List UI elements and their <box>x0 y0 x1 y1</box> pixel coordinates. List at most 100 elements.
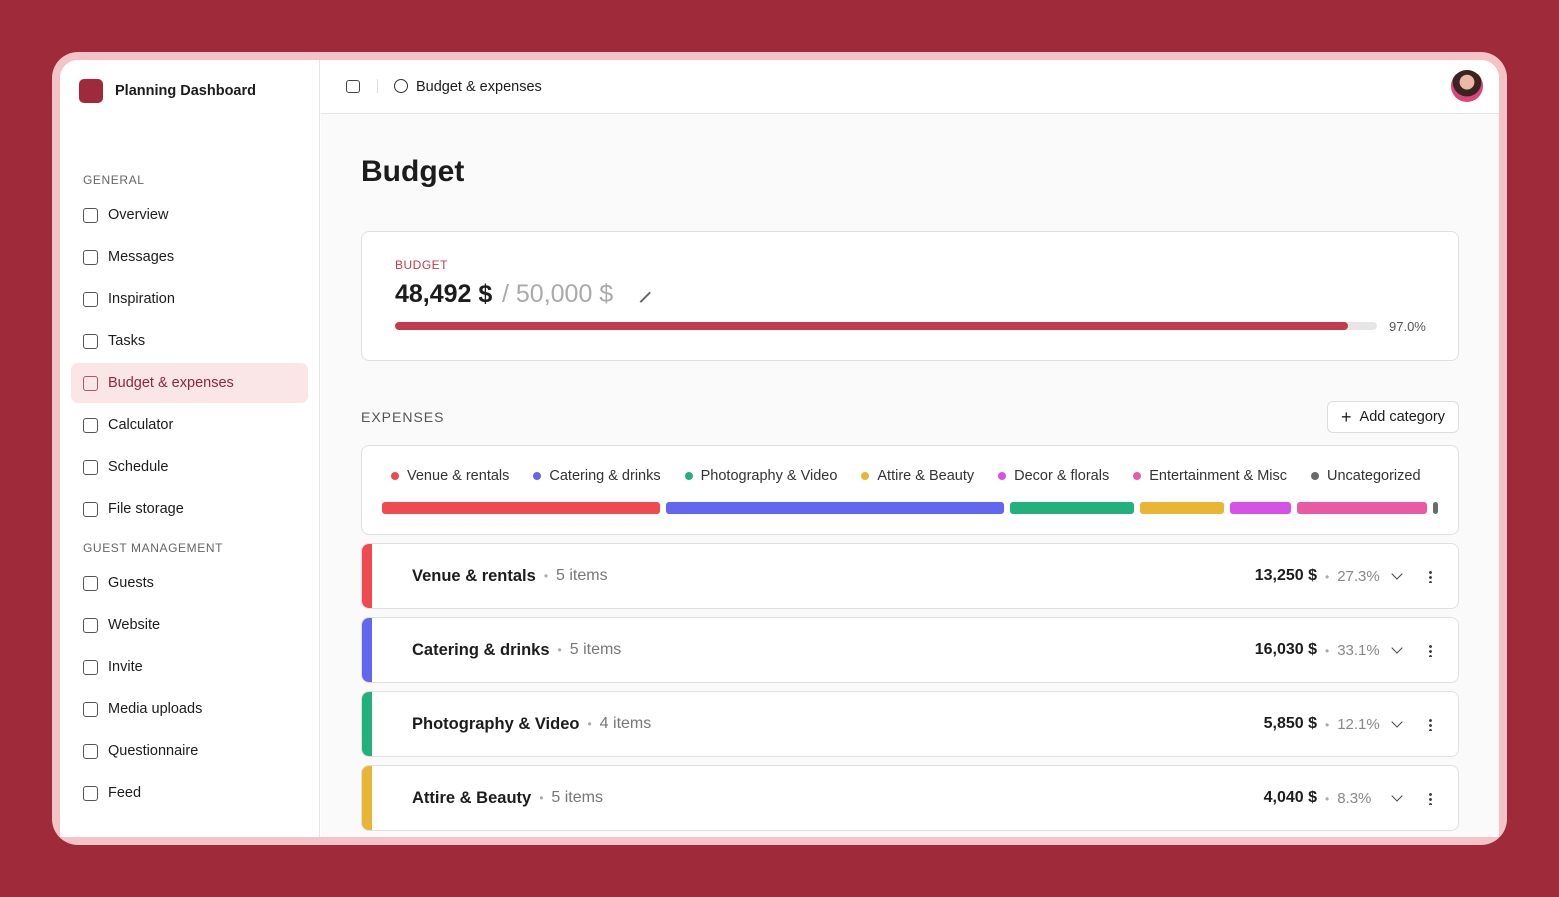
nav-icon <box>83 743 98 759</box>
sidebar: Planning Dashboard GENERAL Overview Messag… <box>60 60 320 837</box>
row-share: 12.1% <box>1317 716 1380 733</box>
legend-dot <box>1311 472 1320 480</box>
page-title: Budget <box>361 155 465 188</box>
legend-item[interactable]: Decor & florals <box>998 468 1109 484</box>
legend-item[interactable]: Catering & drinks <box>533 468 661 484</box>
nav-item[interactable]: Calculator <box>71 405 308 445</box>
progress-fill <box>395 322 1348 330</box>
budget-card: BUDGET 48,492 $ / 50,000 $ 97.0% <box>361 231 1459 361</box>
breadcrumb-icon <box>394 79 408 93</box>
legend-label: Venue & rentals <box>407 468 510 484</box>
row-name: Attire & Beauty <box>412 788 532 807</box>
button-label: Add category <box>1359 409 1445 425</box>
breadcrumb[interactable]: Budget & expenses <box>416 79 542 95</box>
row-color <box>362 618 372 682</box>
avatar[interactable] <box>1451 70 1483 102</box>
more-button[interactable] <box>1429 717 1432 731</box>
legend-label: Photography & Video <box>700 468 838 484</box>
edit-icon[interactable] <box>631 283 651 303</box>
legend-item[interactable]: Photography & Video <box>684 468 838 484</box>
sidebar-toggle[interactable] <box>346 80 360 93</box>
more-button[interactable] <box>1429 569 1432 583</box>
nav-icon <box>83 333 98 349</box>
expense-row[interactable]: Catering & drinks5 items 16,030 $33.1% <box>361 617 1459 683</box>
nav-label: Schedule <box>108 459 169 475</box>
nav-icon <box>83 375 98 391</box>
nav-item[interactable]: Questionnaire <box>71 731 308 771</box>
nav-item[interactable]: Budget & expenses <box>71 363 308 403</box>
expand-button[interactable] <box>1391 790 1403 802</box>
legend-label: Attire & Beauty <box>877 468 975 484</box>
app-name: Planning Dashboard <box>115 83 256 99</box>
legend-label: Catering & drinks <box>549 468 661 484</box>
section-header[interactable]: GENERAL <box>83 173 145 187</box>
row-count: 5 items <box>550 641 622 659</box>
legend-dot <box>684 472 693 480</box>
more-button[interactable] <box>1429 643 1432 657</box>
nav-item[interactable]: Website <box>71 605 308 645</box>
nav-item[interactable]: Guests <box>71 563 308 603</box>
nav-item[interactable]: Messages <box>71 237 308 277</box>
nav-icon <box>83 501 98 517</box>
nav-icon <box>83 575 98 591</box>
nav-icon <box>83 417 98 433</box>
row-share: 8.3% <box>1317 790 1379 807</box>
expand-button[interactable] <box>1391 568 1403 580</box>
nav-item[interactable]: Tasks <box>71 321 308 361</box>
legend-label: Entertainment & Misc <box>1149 468 1288 484</box>
segment <box>1432 502 1438 514</box>
section-header[interactable]: GUEST MANAGEMENT <box>83 541 224 555</box>
topbar[interactable]: Budget & expenses <box>321 60 1499 114</box>
expense-row[interactable]: Attire & Beauty5 items 4,040 $8.3% <box>361 765 1459 831</box>
legend: Venue & rentals Catering & drinks Photogra… <box>391 468 1421 484</box>
legend-item[interactable]: Attire & Beauty <box>861 468 974 484</box>
nav-item[interactable]: File storage <box>71 489 308 529</box>
row-amount: 16,030 $ <box>1254 641 1317 658</box>
legend-item[interactable]: Entertainment & Misc <box>1133 468 1287 484</box>
nav-item[interactable]: Invite <box>71 647 308 687</box>
nav-item[interactable]: Feed <box>71 773 308 813</box>
more-button[interactable] <box>1429 791 1432 805</box>
nav-icon <box>83 291 98 307</box>
segment <box>1297 502 1427 514</box>
nav-label: Media uploads <box>108 701 203 717</box>
nav-icon <box>83 701 98 717</box>
nav-item[interactable]: Schedule <box>71 447 308 487</box>
expense-row[interactable]: Venue & rentals5 items 13,250 $27.3% <box>361 543 1459 609</box>
nav-item[interactable]: Overview <box>71 195 308 235</box>
nav-icon <box>83 207 98 223</box>
expand-button[interactable] <box>1391 716 1403 728</box>
nav-icon <box>83 659 98 675</box>
row-name: Venue & rentals <box>412 566 536 585</box>
nav-label: Website <box>108 617 161 633</box>
row-count: 5 items <box>531 789 603 807</box>
nav-icon <box>83 617 98 633</box>
main: Budget & expenses Budget BUDGET 48,492 $… <box>321 60 1499 837</box>
progress-track <box>395 322 1377 330</box>
nav-item[interactable]: Media uploads <box>71 689 308 729</box>
nav-label: Guests <box>108 575 154 591</box>
nav-label: Feed <box>108 785 142 801</box>
legend-dot <box>533 472 542 480</box>
segment <box>1010 502 1134 514</box>
budget-spent: 48,492 $ <box>395 280 493 308</box>
breakdown-card: Venue & rentals Catering & drinks Photogra… <box>361 445 1459 535</box>
nav-label: Budget & expenses <box>108 375 234 391</box>
row-color <box>362 692 372 756</box>
row-amount: 5,850 $ <box>1263 715 1317 732</box>
progress-label: 97.0% <box>1389 319 1426 334</box>
legend-dot <box>861 472 870 480</box>
legend-dot <box>1133 472 1142 480</box>
add-category-button[interactable]: + Add category <box>1327 401 1459 433</box>
app-logo <box>79 79 103 103</box>
row-color <box>362 766 372 830</box>
expense-row[interactable]: Photography & Video4 items 5,850 $12.1% <box>361 691 1459 757</box>
divider <box>377 79 378 93</box>
expand-button[interactable] <box>1391 642 1403 654</box>
legend-item[interactable]: Venue & rentals <box>391 468 509 484</box>
nav-item[interactable]: Inspiration <box>71 279 308 319</box>
legend-item[interactable]: Uncategorized <box>1311 468 1421 484</box>
row-amount: 4,040 $ <box>1263 789 1317 806</box>
nav-label: File storage <box>108 501 184 517</box>
nav-label: Overview <box>108 207 169 223</box>
